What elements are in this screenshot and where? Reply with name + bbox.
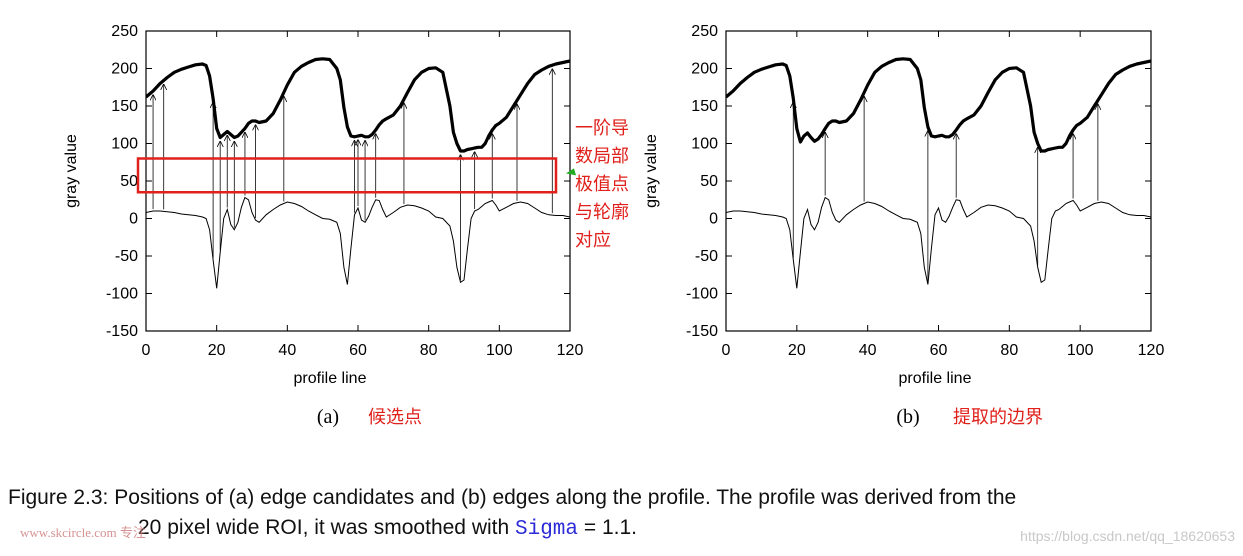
x-tick-label: 60 <box>930 342 948 359</box>
y-tick-label: -150 <box>686 323 718 340</box>
plot-area <box>146 57 570 289</box>
x-tick-label: 80 <box>1000 342 1018 359</box>
subcaption-chinese: 候选点 <box>368 407 422 428</box>
caption-sigma: Sigma <box>515 518 579 541</box>
caption-line-2a: 20 pixel wide ROI, it was smoothed with <box>138 516 515 539</box>
x-axis-label: profile line <box>899 370 972 387</box>
y-tick-label: 100 <box>691 136 718 153</box>
plot-area <box>726 57 1151 289</box>
y-tick-label: 150 <box>111 98 138 115</box>
profile-line <box>726 57 1151 153</box>
caption-line-2b: = 1.1. <box>578 516 637 539</box>
x-tick-label: 100 <box>486 342 513 359</box>
profile-line <box>146 57 570 153</box>
derivative-line <box>726 196 1151 289</box>
x-tick-label: 80 <box>420 342 438 359</box>
y-tick-label: -50 <box>695 248 718 265</box>
subcaption-letter: (a) <box>317 406 339 428</box>
y-tick-label: 50 <box>700 173 718 190</box>
y-tick-label: 250 <box>111 23 138 40</box>
y-tick-label: -50 <box>115 248 138 265</box>
y-axis-label: gray value <box>63 134 80 208</box>
y-tick-label: 200 <box>691 61 718 78</box>
x-tick-label: 40 <box>859 342 877 359</box>
x-tick-label: 20 <box>208 342 226 359</box>
y-tick-label: 200 <box>111 61 138 78</box>
annotation-text: 对应 <box>575 230 611 251</box>
x-tick-label: 120 <box>1138 342 1165 359</box>
x-tick-label: 0 <box>142 342 151 359</box>
caption-line-1: Figure 2.3: Positions of (a) edge candid… <box>8 486 1017 509</box>
y-tick-label: 50 <box>120 173 138 190</box>
y-tick-label: 0 <box>709 211 718 228</box>
y-tick-label: -100 <box>106 286 138 303</box>
y-tick-label: 150 <box>691 98 718 115</box>
caption-line-2: 20 pixel wide ROI, it was smoothed with … <box>8 513 1230 545</box>
annotation-text: 一阶导 <box>575 118 629 139</box>
x-tick-label: 100 <box>1067 342 1094 359</box>
watermark-left: www.skcircle.com 专注 <box>20 525 146 540</box>
derivative-line <box>146 196 570 289</box>
annotation-text: 与轮廓 <box>575 202 629 223</box>
y-tick-label: -150 <box>106 323 138 340</box>
x-tick-label: 20 <box>788 342 806 359</box>
y-tick-label: 250 <box>691 23 718 40</box>
subcaption-chinese: 提取的边界 <box>953 407 1043 428</box>
x-tick-label: 120 <box>557 342 584 359</box>
x-tick-label: 0 <box>722 342 731 359</box>
green-marker <box>566 168 576 176</box>
annotation-text: 极值点 <box>575 174 629 195</box>
annotation-box <box>136 157 558 194</box>
x-tick-label: 40 <box>278 342 296 359</box>
y-tick-label: 100 <box>111 136 138 153</box>
x-tick-label: 60 <box>349 342 367 359</box>
watermark-right: https://blog.csdn.net/qq_18620653 <box>1020 528 1235 544</box>
y-tick-label: -100 <box>686 286 718 303</box>
subcaption-letter: (b) <box>896 406 919 428</box>
x-axis-label: profile line <box>294 370 367 387</box>
annotation-text: 数局部 <box>575 146 629 167</box>
figure-caption: Figure 2.3: Positions of (a) edge candid… <box>8 483 1230 545</box>
y-tick-label: 0 <box>129 211 138 228</box>
y-axis-label: gray value <box>643 134 660 208</box>
